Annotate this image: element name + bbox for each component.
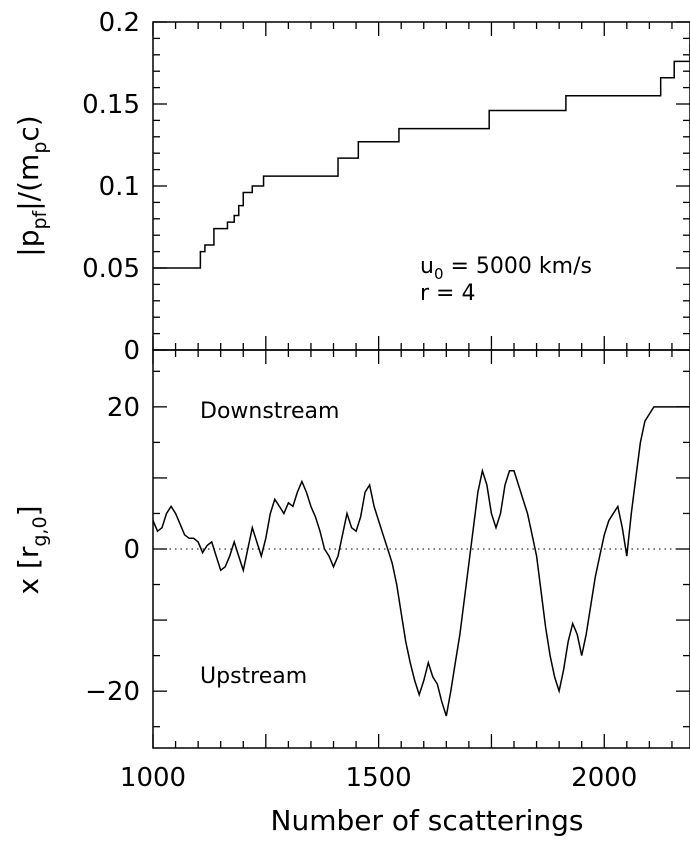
bottom-y-axis-title: x [rg,0]	[12, 505, 51, 594]
annotation-r: r = 4	[420, 281, 475, 306]
annotation-upstream: Upstream	[200, 664, 307, 689]
x-tick-label: 1500	[346, 763, 412, 793]
bottom-x-tick-labels: 1000 1500 2000	[120, 763, 637, 793]
momentum-step-line	[153, 44, 690, 269]
bottom-y-tick-label: 0	[123, 535, 140, 565]
top-y-tick-label: 0.2	[99, 8, 140, 38]
bottom-y-tick-label: 20	[107, 393, 140, 423]
bottom-axis-ticks	[152, 350, 690, 748]
x-tick-label: 1000	[120, 763, 186, 793]
x-tick-label: 2000	[571, 763, 637, 793]
bottom-y-tick-labels: −20 0 20	[85, 393, 140, 707]
top-y-tick-label: 0.1	[99, 172, 140, 202]
top-y-tick-label: 0.05	[82, 254, 140, 284]
bottom-plot-frame	[152, 349, 690, 749]
top-y-tick-label: 0.15	[82, 90, 140, 120]
top-y-axis-title: |ppf|/(mpc)	[12, 115, 51, 256]
position-trajectory-line	[152, 406, 690, 717]
annotation-downstream: Downstream	[200, 399, 339, 424]
bottom-y-tick-label: −20	[85, 677, 140, 707]
top-y-tick-label: 0	[123, 336, 140, 366]
top-panel-momentum: 0 0.05 0.1 0.15 0.2 |ppf|/(mpc) u0 = 5000 km…	[12, 8, 690, 366]
top-y-tick-labels: 0 0.05 0.1 0.15 0.2	[82, 8, 140, 366]
x-axis-title: Number of scatterings	[271, 804, 584, 837]
top-axis-ticks	[152, 21, 690, 351]
annotation-u0: u0 = 5000 km/s	[420, 254, 592, 283]
